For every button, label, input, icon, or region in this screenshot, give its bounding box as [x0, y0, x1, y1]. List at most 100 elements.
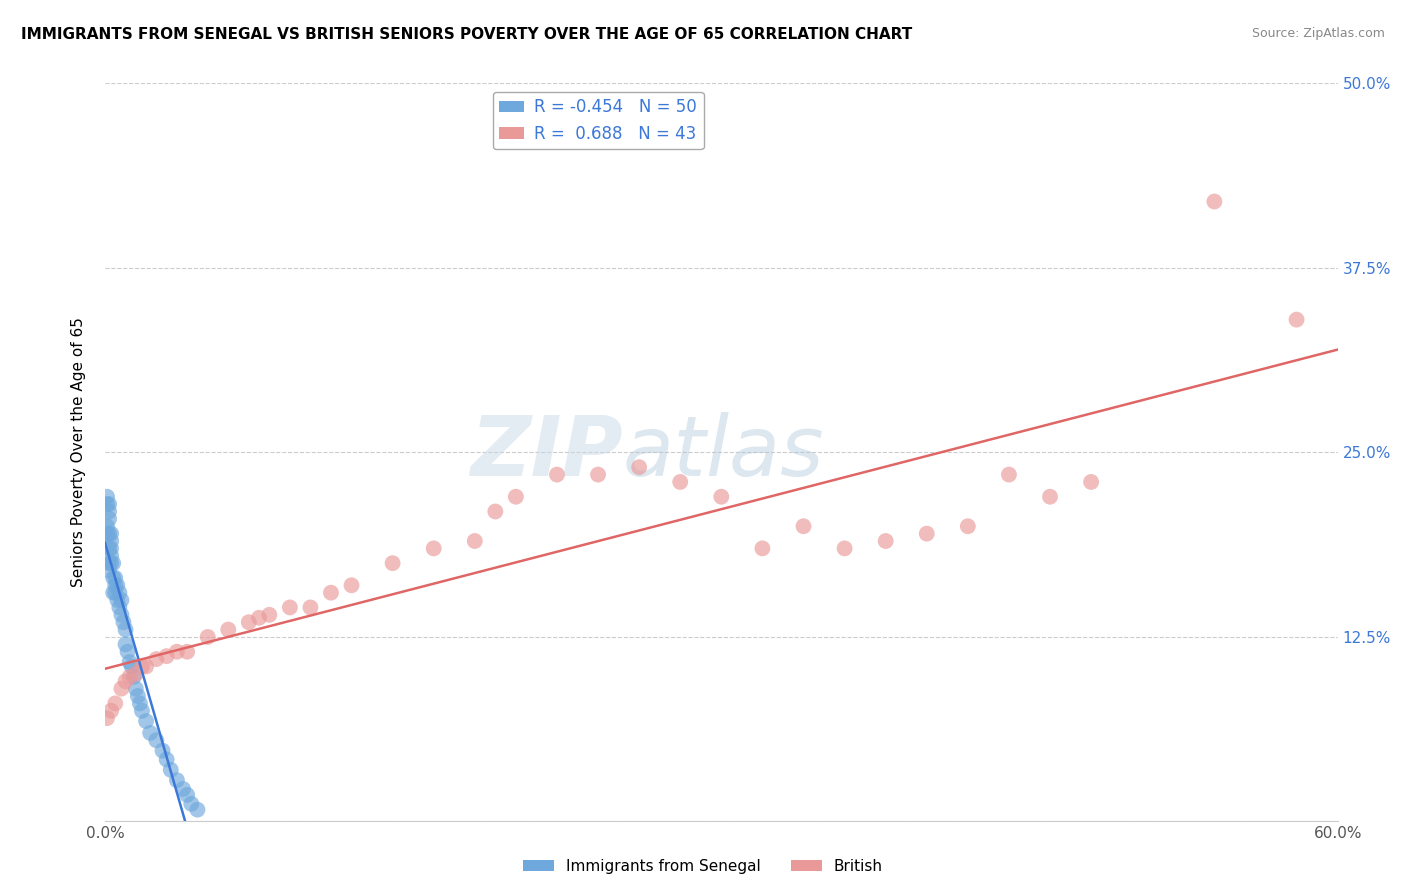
Point [217, 623, 239, 637]
Point [103, 556, 125, 570]
Point [125, 666, 148, 681]
Point [98, 564, 121, 578]
Point [628, 460, 651, 475]
Point [247, 611, 270, 625]
Point [110, 593, 132, 607]
Point [100, 541, 122, 556]
Point [956, 519, 979, 533]
Point [145, 733, 167, 747]
Point [96, 711, 118, 725]
Point [114, 623, 136, 637]
Point [110, 681, 132, 696]
Point [98, 512, 121, 526]
Point [197, 630, 219, 644]
Point [180, 797, 202, 811]
Point [278, 600, 301, 615]
Point [176, 788, 198, 802]
Point [319, 585, 342, 599]
Point [145, 652, 167, 666]
Point [340, 578, 363, 592]
Point [104, 571, 127, 585]
Point [139, 726, 162, 740]
Point [96, 497, 118, 511]
Point [381, 556, 404, 570]
Point [103, 571, 125, 585]
Point [464, 534, 486, 549]
Point [1285, 312, 1308, 326]
Point [98, 556, 121, 570]
Point [114, 637, 136, 651]
Point [176, 645, 198, 659]
Point [172, 782, 194, 797]
Text: ZIP: ZIP [470, 412, 623, 493]
Point [127, 689, 149, 703]
Point [751, 541, 773, 556]
Point [108, 585, 131, 599]
Point [117, 645, 139, 659]
Point [125, 681, 148, 696]
Text: atlas: atlas [623, 412, 824, 493]
Point [105, 578, 128, 592]
Point [152, 743, 174, 757]
Text: Source: ZipAtlas.com: Source: ZipAtlas.com [1251, 27, 1385, 40]
Point [484, 504, 506, 518]
Point [166, 773, 188, 788]
Point [112, 615, 135, 630]
Point [710, 490, 733, 504]
Point [96, 490, 118, 504]
Point [100, 534, 122, 549]
Point [238, 615, 260, 630]
Point [105, 593, 128, 607]
Point [118, 655, 141, 669]
Point [104, 697, 127, 711]
Point [1039, 490, 1062, 504]
Point [118, 670, 141, 684]
Text: IMMIGRANTS FROM SENEGAL VS BRITISH SENIORS POVERTY OVER THE AGE OF 65 CORRELATIO: IMMIGRANTS FROM SENEGAL VS BRITISH SENIO… [21, 27, 912, 42]
Point [100, 549, 122, 563]
Point [546, 467, 568, 482]
Point [422, 541, 444, 556]
Point [98, 497, 121, 511]
Point [875, 534, 897, 549]
Legend: Immigrants from Senegal, British: Immigrants from Senegal, British [517, 853, 889, 880]
Y-axis label: Seniors Poverty Over the Age of 65: Seniors Poverty Over the Age of 65 [72, 318, 86, 588]
Point [96, 526, 118, 541]
Point [104, 578, 127, 592]
Point [100, 556, 122, 570]
Point [159, 763, 181, 777]
Point [1204, 194, 1226, 209]
Point [100, 704, 122, 718]
Point [122, 670, 145, 684]
Point [135, 714, 157, 728]
Point [110, 607, 132, 622]
Point [505, 490, 527, 504]
Point [586, 467, 609, 482]
Point [156, 649, 179, 664]
Legend: R = -0.454   N = 50, R =  0.688   N = 43: R = -0.454 N = 50, R = 0.688 N = 43 [492, 92, 703, 150]
Point [103, 585, 125, 599]
Point [114, 674, 136, 689]
Point [166, 645, 188, 659]
Point [915, 526, 938, 541]
Point [792, 519, 814, 533]
Point [135, 659, 157, 673]
Point [834, 541, 856, 556]
Point [669, 475, 692, 489]
Point [121, 659, 143, 673]
Point [104, 585, 127, 599]
Point [96, 519, 118, 533]
Point [998, 467, 1021, 482]
Point [1080, 475, 1102, 489]
Point [299, 600, 322, 615]
Point [186, 803, 208, 817]
Point [98, 541, 121, 556]
Point [131, 659, 153, 673]
Point [259, 607, 281, 622]
Point [98, 526, 121, 541]
Point [108, 600, 131, 615]
Point [98, 504, 121, 518]
Point [100, 526, 122, 541]
Point [129, 697, 152, 711]
Point [131, 704, 153, 718]
Point [156, 752, 179, 766]
